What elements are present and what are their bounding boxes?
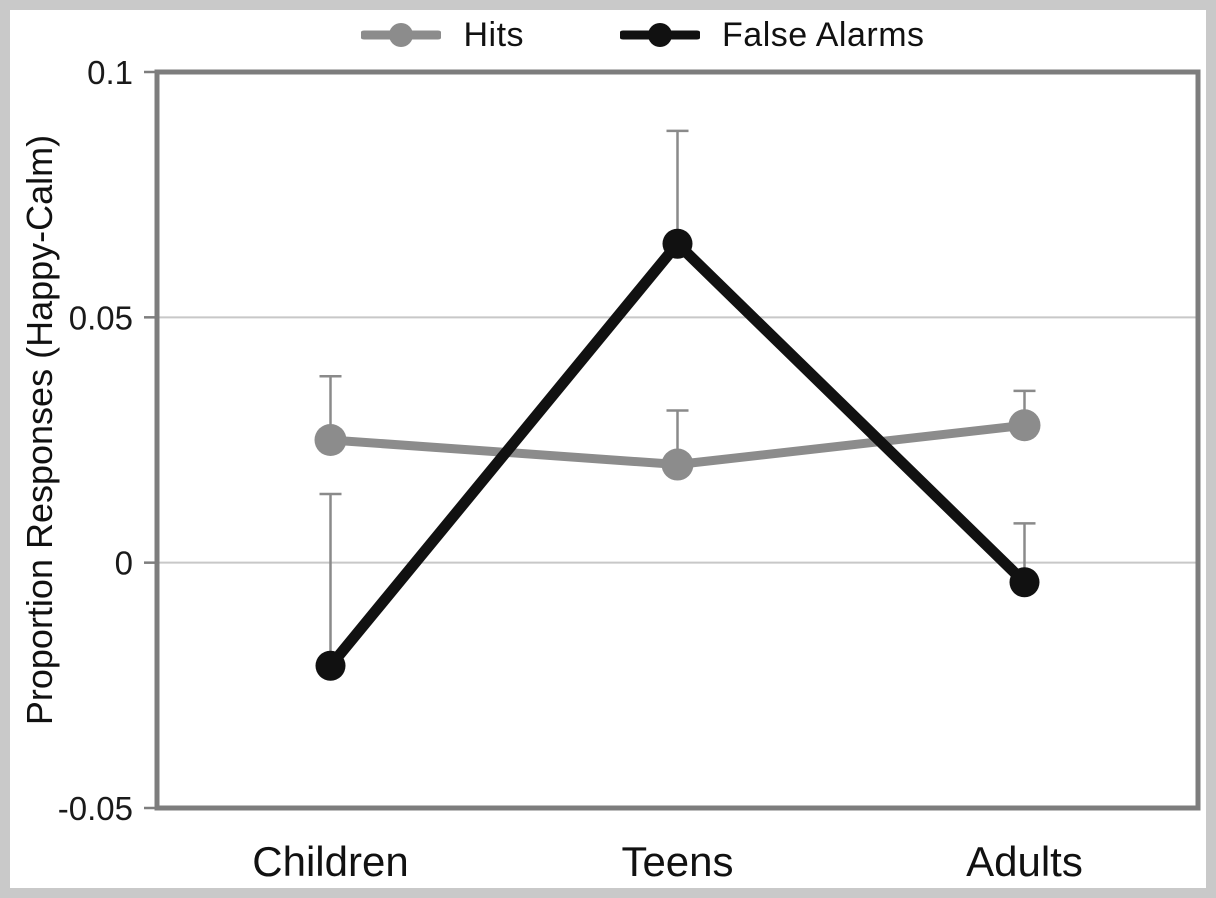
hits-line-marker-icon	[361, 23, 442, 47]
y-tick-label: 0	[115, 545, 133, 582]
y-axis-title: Proportion Responses (Happy-Calm)	[19, 134, 60, 726]
legend-item-hits: Hits	[361, 16, 524, 55]
legend-item-false-alarms: False Alarms	[620, 16, 925, 55]
false-alarms-line-marker-icon	[620, 23, 701, 47]
data-point-hits	[314, 424, 347, 456]
y-tick-label: 0.1	[87, 54, 133, 91]
legend: Hits False Alarms	[10, 12, 1206, 58]
data-point-false-alarms	[1009, 567, 1040, 598]
legend-label-hits: Hits	[463, 15, 525, 54]
x-category-label: Teens	[621, 838, 733, 885]
line-chart: 0.1 0.05 0 -0.05 Children Teens Adults	[58, 54, 1201, 885]
x-category-label: Children	[252, 838, 408, 885]
data-point-false-alarms	[662, 228, 693, 259]
plot-frame	[154, 69, 1201, 811]
data-point-hits	[661, 448, 694, 481]
x-category-label: Adults	[966, 838, 1083, 885]
y-tick-label: -0.05	[58, 790, 133, 827]
legend-label-false-alarms: False Alarms	[722, 15, 925, 54]
data-point-hits	[1008, 409, 1041, 442]
data-point-false-alarms	[315, 650, 346, 681]
y-tick-label: 0.05	[69, 299, 133, 336]
